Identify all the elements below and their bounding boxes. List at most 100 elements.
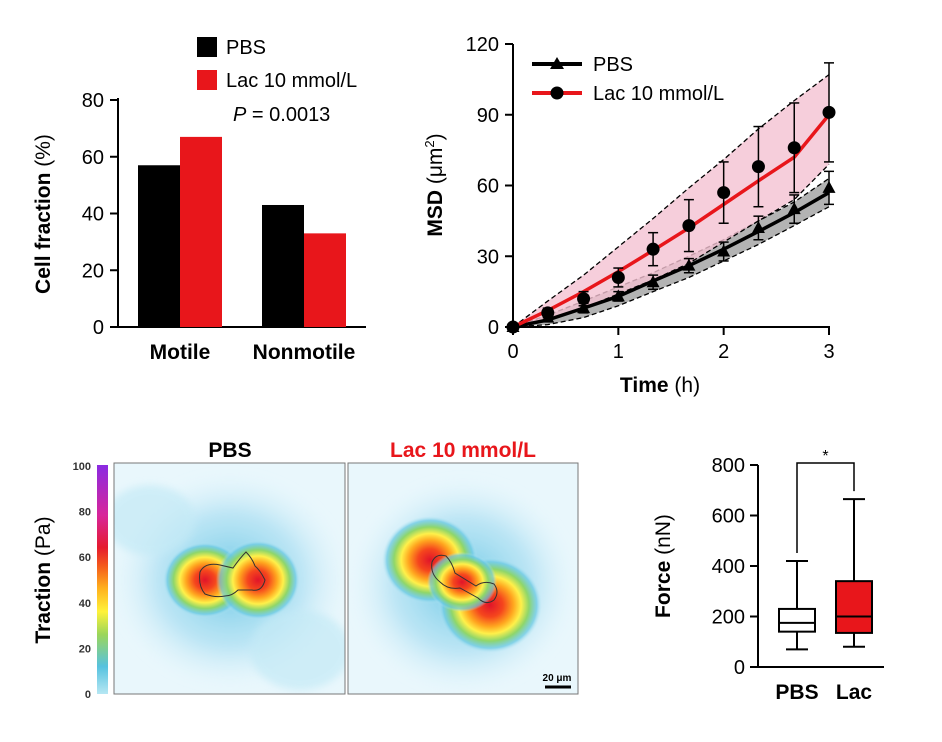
bar-ylabel-unit: (%) [32, 134, 55, 167]
legend-swatch-pbs [197, 37, 217, 57]
msd-fit-line-pbs [512, 191, 830, 329]
msd-point-lac [611, 270, 625, 284]
bar-y-tick-label: 80 [82, 90, 104, 112]
msd-point-lac [506, 320, 520, 334]
bar-motile-pbs [138, 165, 180, 327]
msd-xlabel-unit: (h) [674, 374, 700, 397]
msd-x-tick-label: 0 [507, 341, 518, 363]
msd-point-lac [541, 306, 555, 320]
msd-point-pbs [611, 289, 625, 302]
colorbar-ticks: 0 20 40 60 80 100 [73, 461, 91, 701]
box-plot-area: 0 200 400 600 800 PBS Lac * [712, 448, 884, 704]
bar-nonmotile-pbs [262, 204, 304, 327]
traction-title-pbs: PBS [208, 439, 251, 462]
colorbar-label-main: Traction [32, 562, 55, 644]
msd-point-lac [682, 219, 696, 233]
cell-outline-lac [431, 554, 498, 604]
msd-point-lac [577, 292, 591, 306]
legend-swatch-lac [197, 70, 217, 90]
msd-point-pbs [751, 220, 765, 233]
msd-ylabel-sup: 2 [422, 140, 437, 147]
msd-legend-marker-lac [550, 86, 564, 100]
msd-y-tick-label: 90 [477, 105, 499, 127]
box-y-tick-label: 200 [712, 607, 745, 629]
msd-ylabel-close: ) [424, 133, 447, 140]
colorbar-tick-label: 60 [79, 552, 91, 564]
bar-y-tick-label: 0 [93, 317, 104, 339]
bar-nonmotile-lac [304, 233, 346, 327]
msd-band-lower-lac [512, 163, 830, 328]
p-italic: P [233, 104, 247, 126]
msd-ylabel-unit: (μm [424, 148, 447, 185]
colorbar [97, 465, 108, 694]
heatmap-pbs [114, 463, 345, 694]
msd-xlabel-main: Time [620, 374, 669, 397]
msd-point-lac [646, 242, 660, 256]
msd-y-tick-label: 60 [477, 176, 499, 198]
box-iqr-pbs [778, 607, 816, 633]
legend-label-lac: Lac 10 mmol/L [226, 70, 357, 92]
significance-star: * [822, 448, 828, 465]
msd-legend-marker-pbs [550, 57, 564, 69]
bar-plot-area: 0 20 40 60 80 Motile Nonmotile [82, 90, 366, 364]
msd-legend-label-pbs: PBS [593, 54, 633, 76]
legend-label-pbs: PBS [226, 37, 266, 59]
msd-point-lac [787, 141, 801, 155]
bar-y-axis-label: Cell fraction (%) [32, 134, 55, 294]
bar-y-tick-label: 60 [82, 147, 104, 169]
msd-point-lac [717, 186, 731, 200]
box-iqr-lac [835, 580, 873, 634]
heatmap-pbs-frame [113, 462, 346, 695]
msd-point-pbs [787, 202, 801, 215]
bar-category-label: Nonmotile [253, 341, 356, 364]
msd-x-tick-label: 1 [613, 341, 624, 363]
msd-plot-area: 0 30 60 90 120 0 1 2 3 [466, 34, 836, 363]
colorbar-tick-label: 80 [79, 507, 91, 519]
box-category-label: Lac [836, 681, 873, 704]
msd-y-tick-label: 30 [477, 246, 499, 268]
msd-band-lac [513, 74, 829, 328]
bar-motile-lac [180, 136, 222, 327]
box-y-tick-label: 0 [734, 657, 745, 679]
msd-x-tick-label: 3 [823, 341, 834, 363]
msd-point-pbs [717, 244, 731, 257]
msd-point-pbs [577, 301, 591, 314]
significance-bracket [796, 462, 855, 553]
cell-outline-pbs [199, 551, 266, 598]
p-value: = 0.0013 [246, 104, 330, 126]
box-category-label: PBS [775, 681, 818, 704]
msd-legend-label-lac: Lac 10 mmol/L [593, 83, 724, 105]
colorbar-tick-label: 20 [79, 643, 91, 655]
colorbar-tick-label: 40 [79, 598, 91, 610]
msd-fit-line-lac [512, 113, 831, 329]
box-ylabel-main: Force [652, 561, 675, 618]
colorbar-label: Traction (Pa) [32, 516, 55, 643]
traction-panel: PBS Lac 10 mmol/L 0 20 40 60 80 100 Traction … [32, 439, 579, 701]
msd-point-lac [751, 160, 765, 174]
msd-ylabel-main: MSD [424, 190, 447, 237]
colorbar-label-unit: (Pa) [32, 516, 55, 556]
bar-category-label: Motile [150, 341, 211, 364]
box-ylabel-unit: (nN) [652, 514, 675, 555]
box-y-tick-label: 400 [712, 556, 745, 578]
bar-y-tick-label: 20 [82, 260, 104, 282]
msd-band-lower-pbs [512, 206, 830, 328]
box-y-tick-label: 600 [712, 506, 745, 528]
msd-point-lac [822, 105, 836, 119]
msd-point-pbs [646, 275, 660, 288]
traction-title-lac: Lac 10 mmol/L [390, 439, 536, 462]
scale-bar-label: 20 μm [543, 673, 572, 684]
box-chart-panel: Force (nN) 0 200 400 600 800 PBS Lac * [652, 448, 884, 704]
msd-x-axis-label: Time (h) [620, 374, 700, 397]
bar-ylabel-main: Cell fraction [32, 173, 55, 294]
colorbar-tick-label: 0 [85, 689, 91, 701]
heatmap-lac [348, 463, 578, 694]
box-y-tick-label: 800 [712, 455, 745, 477]
heatmap-lac-frame [347, 462, 579, 695]
bar-chart-panel: PBS Lac 10 mmol/L P = 0.0013 Cell fracti… [32, 37, 366, 364]
msd-y-tick-label: 0 [488, 317, 499, 339]
box-y-axis-label: Force (nN) [652, 514, 675, 618]
msd-x-tick-label: 2 [718, 341, 729, 363]
